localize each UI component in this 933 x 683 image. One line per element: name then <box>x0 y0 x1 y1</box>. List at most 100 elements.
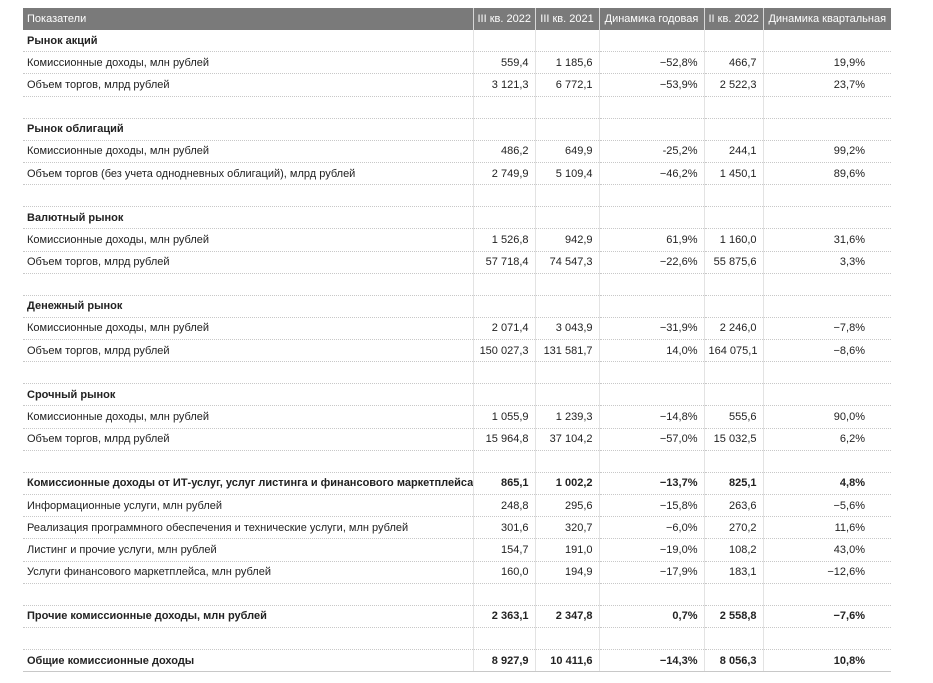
cell-q2-2022: 55 875,6 <box>704 251 764 274</box>
cell-q3-2021: 320,7 <box>535 516 600 540</box>
cell-quarterly-change: 99,2% <box>763 140 891 163</box>
empty-cell <box>535 583 600 606</box>
cell-yearly-change: −15,8% <box>599 494 705 518</box>
empty-cell <box>763 450 891 473</box>
section-row: Валютный рынок <box>23 206 891 230</box>
row-label: Объем торгов, млрд рублей <box>23 73 474 97</box>
cell-yearly-change: −17,9% <box>599 561 705 584</box>
table-row: Комиссионные доходы, млн рублей 2 071,4 3 … <box>23 317 891 341</box>
empty-cell <box>535 450 600 473</box>
table-row: Реализация программного обеспечения и те… <box>23 516 891 540</box>
cell-q3-2022 <box>473 118 536 141</box>
empty-cell <box>704 273 764 296</box>
empty-cell <box>473 361 536 385</box>
cell-yearly-change: −52,8% <box>599 51 705 75</box>
cell-q3-2021 <box>535 295 600 318</box>
cell-yearly-change: −14,3% <box>599 649 705 673</box>
table-row: Объем торгов, млрд рублей 57 718,4 74 547,… <box>23 251 891 274</box>
cell-quarterly-change: 90,0% <box>763 405 891 429</box>
cell-q2-2022: 244,1 <box>704 140 764 163</box>
table-header: Показатели III кв. 2022 III кв. 2021 Дин… <box>23 8 891 30</box>
section-row: Срочный рынок <box>23 383 891 407</box>
total-row: Общие комиссионные доходы 8 927,9 10 411,6… <box>23 649 891 673</box>
empty-cell <box>763 583 891 606</box>
cell-q3-2021: 74 547,3 <box>535 251 600 274</box>
cell-q3-2021: 10 411,6 <box>535 649 600 673</box>
cell-q3-2021 <box>535 30 600 53</box>
cell-yearly-change: -25,2% <box>599 140 705 163</box>
cell-q3-2021 <box>535 383 600 407</box>
row-label: Объем торгов, млрд рублей <box>23 428 474 451</box>
cell-quarterly-change: 43,0% <box>763 538 891 562</box>
row-label: Комиссионные доходы, млн рублей <box>23 228 474 252</box>
cell-yearly-change: −46,2% <box>599 162 705 186</box>
spacer-row <box>23 627 891 650</box>
cell-q3-2021: 191,0 <box>535 538 600 562</box>
cell-q3-2022 <box>473 295 536 318</box>
empty-cell <box>763 96 891 119</box>
cell-quarterly-change <box>763 118 891 141</box>
empty-cell <box>599 450 705 473</box>
cell-yearly-change: −31,9% <box>599 317 705 341</box>
cell-q3-2021: 1 185,6 <box>535 51 600 75</box>
table-row: Комиссионные доходы, млн рублей 1 526,8 94… <box>23 228 891 252</box>
cell-q2-2022: 2 246,0 <box>704 317 764 341</box>
cell-yearly-change <box>599 30 705 53</box>
cell-yearly-change <box>599 383 705 407</box>
cell-yearly-change <box>599 118 705 141</box>
cell-q2-2022 <box>704 295 764 318</box>
cell-q3-2021: 942,9 <box>535 228 600 252</box>
cell-q3-2021: 295,6 <box>535 494 600 518</box>
row-label: Объем торгов, млрд рублей <box>23 251 474 274</box>
empty-cell <box>473 96 536 119</box>
empty-cell <box>704 184 764 208</box>
cell-q2-2022: 466,7 <box>704 51 764 75</box>
cell-q3-2021: 2 347,8 <box>535 605 600 628</box>
cell-yearly-change: −22,6% <box>599 251 705 274</box>
empty-cell <box>535 273 600 296</box>
empty-cell <box>535 96 600 119</box>
cell-quarterly-change: 3,3% <box>763 251 891 274</box>
row-label: Комиссионные доходы, млн рублей <box>23 140 474 163</box>
cell-yearly-change: −14,8% <box>599 405 705 429</box>
table-row: Объем торгов (без учета однодневных обли… <box>23 162 891 186</box>
cell-yearly-change: −19,0% <box>599 538 705 562</box>
row-label: Информационные услуги, млн рублей <box>23 494 474 518</box>
spacer-row <box>23 583 891 606</box>
empty-cell <box>23 96 474 119</box>
empty-cell <box>23 450 474 473</box>
cell-quarterly-change <box>763 295 891 318</box>
cell-q3-2021: 1 239,3 <box>535 405 600 429</box>
cell-q3-2021: 194,9 <box>535 561 600 584</box>
header-row: Показатели III кв. 2022 III кв. 2021 Дин… <box>23 8 891 30</box>
row-label: Валютный рынок <box>23 206 474 230</box>
cell-q3-2022: 1 055,9 <box>473 405 536 429</box>
empty-cell <box>535 184 600 208</box>
commission-results-table: Показатели III кв. 2022 III кв. 2021 Дин… <box>23 8 891 673</box>
cell-quarterly-change <box>763 30 891 53</box>
cell-q3-2021: 1 002,2 <box>535 472 600 496</box>
spacer-row <box>23 184 891 208</box>
empty-cell <box>704 96 764 119</box>
header-q2-2022: II кв. 2022 <box>704 8 764 30</box>
cell-q2-2022: 1 450,1 <box>704 162 764 186</box>
cell-yearly-change: −57,0% <box>599 428 705 451</box>
section-row: Прочие комиссионные доходы, млн рублей 2 … <box>23 605 891 628</box>
cell-q2-2022: 263,6 <box>704 494 764 518</box>
cell-q3-2022: 2 071,4 <box>473 317 536 341</box>
cell-q2-2022: 164 075,1 <box>704 339 764 363</box>
cell-q2-2022: 2 522,3 <box>704 73 764 97</box>
cell-q3-2022: 3 121,3 <box>473 73 536 97</box>
empty-cell <box>473 583 536 606</box>
empty-cell <box>535 627 600 650</box>
cell-quarterly-change: −12,6% <box>763 561 891 584</box>
row-label: Рынок акций <box>23 30 474 53</box>
row-label: Услуги финансового маркетплейса, млн руб… <box>23 561 474 584</box>
cell-q2-2022: 555,6 <box>704 405 764 429</box>
cell-yearly-change: 14,0% <box>599 339 705 363</box>
empty-cell <box>704 627 764 650</box>
row-label: Прочие комиссионные доходы, млн рублей <box>23 605 474 628</box>
table-row: Информационные услуги, млн рублей 248,8 29… <box>23 494 891 518</box>
empty-cell <box>599 96 705 119</box>
cell-q2-2022 <box>704 118 764 141</box>
